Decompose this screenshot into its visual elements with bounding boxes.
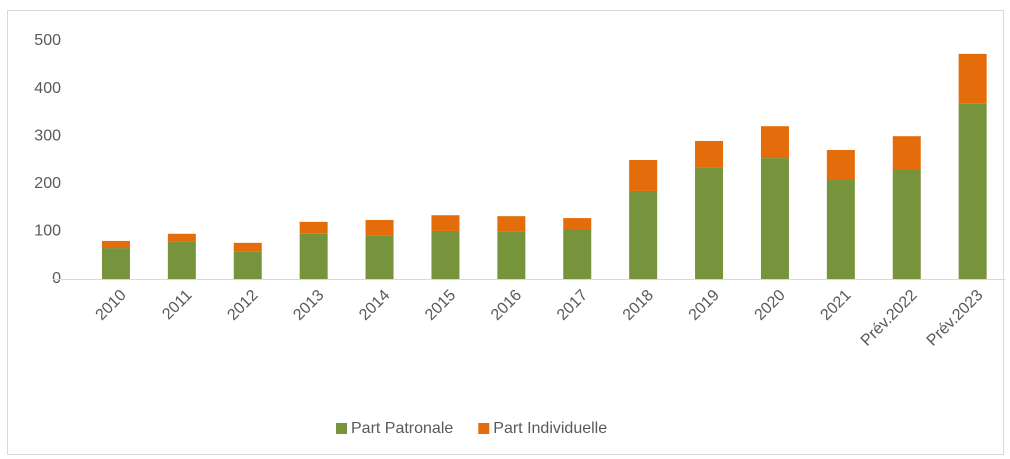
bar-segment: [892, 136, 921, 170]
bar-segment: [826, 150, 855, 180]
bar-segment: [101, 248, 130, 279]
bar-segment: [695, 140, 724, 168]
bar-segment: [695, 167, 724, 279]
bar-segment: [826, 179, 855, 279]
y-tick-label: 300: [34, 127, 61, 144]
bar-segment: [365, 235, 394, 279]
bar-segment: [167, 241, 196, 279]
bar-segment: [760, 126, 789, 159]
bar-segment: [892, 169, 921, 279]
bar-segment: [101, 240, 130, 249]
bar-segment: [760, 158, 789, 279]
bar-segment: [497, 231, 526, 279]
legend-swatch: [336, 423, 347, 434]
bar-segment: [431, 230, 460, 279]
bar-segment: [167, 233, 196, 242]
bar-segment: [958, 103, 987, 279]
y-tick-label: 200: [34, 175, 61, 192]
legend-label: Part Patronale: [351, 420, 453, 437]
y-tick-label: 400: [34, 80, 61, 97]
bar-segment: [431, 215, 460, 231]
legend-label: Part Individuelle: [493, 420, 607, 437]
bar-segment: [365, 219, 394, 236]
y-tick-label: 100: [34, 223, 61, 240]
bar-segment: [299, 221, 328, 234]
bar-segment: [497, 216, 526, 232]
bar-segment: [629, 190, 658, 279]
bar-segment: [563, 229, 592, 279]
y-tick-label: 0: [52, 270, 61, 287]
legend-swatch: [478, 423, 490, 434]
bar-segment: [958, 53, 987, 104]
bar-segment: [563, 218, 592, 230]
y-tick-label: 500: [34, 32, 61, 49]
bar-segment: [233, 251, 262, 279]
bar-segment: [629, 160, 658, 191]
bar-segment: [299, 233, 328, 279]
bar-segment: [233, 242, 262, 252]
